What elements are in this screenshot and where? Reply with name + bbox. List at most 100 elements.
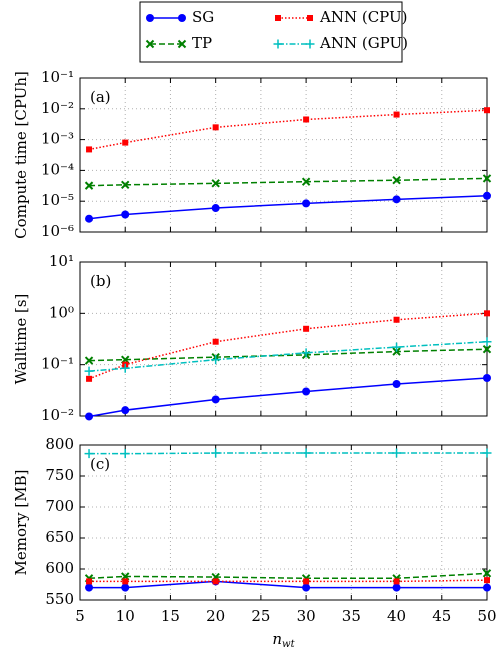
legend-label: SG [192, 8, 214, 26]
x-tick-label: 15 [161, 607, 180, 625]
marker [392, 195, 401, 204]
marker [84, 366, 94, 376]
panel-annotation: (a) [90, 88, 111, 106]
marker [302, 583, 311, 592]
y-axis-label: Compute time [CPUh] [12, 71, 30, 239]
y-tick-label: 10⁻⁴ [41, 160, 74, 178]
marker [212, 124, 219, 131]
marker [84, 181, 94, 190]
marker [86, 146, 93, 153]
series-line [88, 340, 488, 372]
y-axis-label: Memory [MB] [12, 470, 30, 576]
legend-label: TP [192, 34, 212, 52]
marker [303, 116, 310, 123]
marker [211, 355, 221, 365]
marker [211, 179, 220, 188]
x-tick-label: 40 [387, 607, 406, 625]
y-tick-label: 10⁰ [49, 303, 74, 321]
legend-marker [145, 39, 155, 49]
marker [392, 342, 402, 352]
series-line [89, 572, 488, 580]
series-line [89, 177, 488, 187]
legend-label: ANN (CPU) [319, 8, 408, 26]
marker [212, 578, 219, 585]
series-line [88, 195, 488, 220]
panel-annotation: (c) [90, 455, 110, 473]
marker [211, 448, 221, 458]
legend-marker [178, 14, 186, 22]
x-axis-label: nwt [272, 630, 295, 650]
marker [482, 337, 492, 347]
series-line [89, 452, 487, 455]
y-tick-label: 10⁻² [41, 406, 74, 424]
marker [84, 449, 94, 459]
marker [120, 449, 130, 459]
legend-marker [305, 39, 315, 49]
x-label-sub: wt [282, 639, 296, 650]
y-tick-label: 700 [45, 497, 74, 515]
y-tick-label: 10⁻³ [41, 130, 74, 148]
y-tick-label: 550 [45, 590, 74, 608]
marker [211, 204, 220, 213]
legend-marker [177, 39, 187, 49]
series-line [89, 579, 488, 583]
marker [301, 177, 311, 186]
y-tick-label: 10⁻¹ [41, 68, 74, 86]
marker [84, 356, 94, 365]
legend-marker [307, 15, 313, 21]
marker [484, 577, 490, 584]
y-axis-label: Walltime [s] [12, 294, 30, 385]
marker [483, 373, 491, 382]
marker [302, 387, 311, 396]
x-tick-label: 25 [251, 607, 270, 625]
marker [301, 448, 311, 458]
series-line [88, 312, 488, 380]
marker [301, 348, 311, 358]
series-line [88, 377, 488, 418]
marker [212, 338, 219, 345]
marker [86, 375, 93, 382]
marker [211, 395, 220, 404]
marker [302, 199, 311, 208]
marker [392, 448, 402, 458]
x-label-main: n [272, 630, 282, 648]
marker [393, 578, 400, 585]
marker [393, 316, 400, 323]
marker [482, 345, 492, 354]
marker [85, 412, 94, 421]
legend-marker [275, 15, 281, 21]
marker [122, 139, 129, 146]
marker [121, 180, 130, 190]
marker [121, 210, 130, 219]
marker [482, 174, 492, 183]
y-tick-label: 10⁻⁵ [41, 191, 74, 209]
marker [392, 380, 401, 389]
series-line [88, 109, 488, 151]
legend-marker [273, 39, 283, 49]
plot-frame [79, 77, 488, 233]
legend-marker [146, 14, 154, 22]
x-tick-label: 50 [477, 607, 496, 625]
y-tick-label: 800 [45, 435, 74, 453]
panel-annotation: (b) [90, 272, 111, 290]
marker [483, 583, 491, 592]
x-tick-label: 10 [116, 607, 135, 625]
x-tick-label: 5 [75, 607, 85, 625]
y-tick-label: 10¹ [49, 252, 74, 270]
marker [482, 448, 492, 458]
plot-frame [79, 444, 488, 601]
marker [85, 583, 94, 592]
x-tick-label: 20 [206, 607, 225, 625]
y-tick-label: 10⁻² [41, 99, 74, 117]
y-tick-label: 650 [45, 528, 74, 546]
legend-label: ANN (GPU) [319, 34, 408, 52]
marker [482, 569, 492, 578]
marker [483, 191, 491, 200]
x-tick-label: 35 [342, 607, 361, 625]
marker [484, 107, 490, 114]
marker [484, 310, 490, 317]
y-tick-label: 10⁻¹ [41, 355, 74, 373]
marker [122, 578, 129, 585]
marker [303, 578, 310, 585]
series-line [89, 580, 487, 589]
